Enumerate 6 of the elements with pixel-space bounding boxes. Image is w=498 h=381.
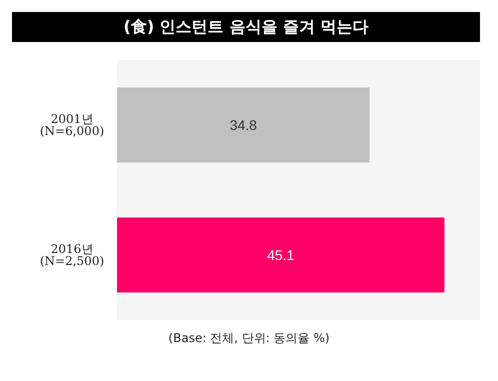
y-tick-label: 2016년 (N=2,500) <box>40 242 104 268</box>
chart-title: (食) 인스턴트 음식을 즐겨 먹는다 <box>12 12 480 42</box>
y-tick-label: 2001년 (N=6,000) <box>40 112 104 138</box>
data-label: 34.8 <box>230 117 258 133</box>
text: (Base: 전체, 단위: 동의율 %) <box>167 330 331 347</box>
data-label: 45.1 <box>267 247 295 263</box>
